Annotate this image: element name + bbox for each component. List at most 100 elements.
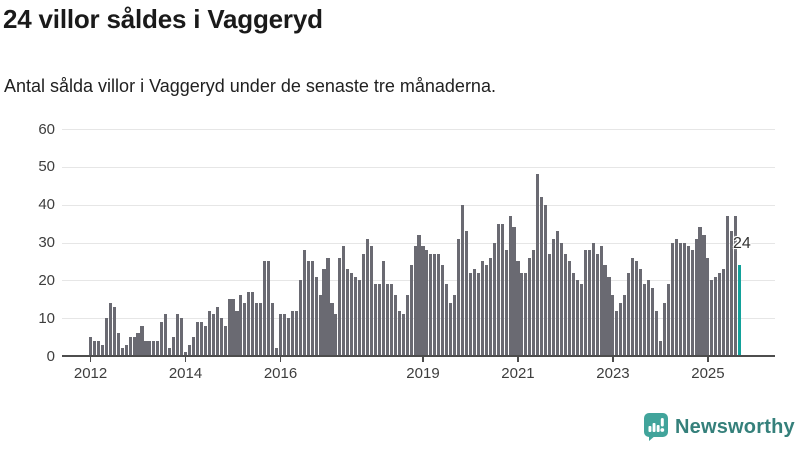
- y-axis-label: 40: [38, 196, 55, 214]
- bar: [140, 325, 144, 356]
- bar: [120, 348, 124, 356]
- bar: [548, 253, 552, 356]
- bar: [726, 216, 730, 356]
- bar: [278, 314, 283, 356]
- y-axis-label: 20: [38, 271, 55, 289]
- bar: [263, 261, 267, 356]
- bar: [294, 310, 298, 356]
- bar: [544, 204, 548, 356]
- bar: [429, 253, 433, 356]
- bar: [702, 234, 706, 356]
- x-axis-tick: [612, 357, 614, 362]
- bar: [492, 242, 496, 356]
- bar: [457, 238, 461, 356]
- bar: [112, 306, 116, 356]
- bar: [464, 231, 469, 356]
- bar: [690, 250, 694, 356]
- bar: [176, 314, 180, 356]
- bar: [183, 352, 188, 356]
- bar: [643, 284, 647, 356]
- bar: [259, 303, 263, 356]
- x-axis-line: [62, 355, 775, 357]
- bar: [393, 295, 397, 356]
- bar: [195, 321, 199, 356]
- bar: [710, 280, 714, 356]
- bar: [441, 265, 445, 356]
- bar: [290, 310, 294, 356]
- x-axis-tick: [279, 357, 282, 362]
- bar: [96, 340, 100, 356]
- bar: [686, 246, 690, 356]
- bar: [203, 325, 207, 356]
- bar: [148, 340, 152, 356]
- bar: [389, 284, 393, 356]
- bar: [156, 340, 160, 356]
- bar: [172, 337, 176, 356]
- bar: [540, 197, 544, 356]
- bar: [662, 303, 666, 356]
- bar: [520, 272, 524, 356]
- bar: [619, 303, 623, 356]
- bar: [168, 348, 172, 356]
- bar: [401, 314, 405, 356]
- bar: [314, 276, 318, 356]
- bar: [437, 253, 441, 356]
- bar: [445, 284, 449, 356]
- bar: [571, 272, 575, 356]
- bar: [472, 268, 476, 356]
- bar: [587, 250, 591, 356]
- bar: [207, 310, 211, 356]
- bar: [275, 348, 279, 356]
- bar: [480, 261, 484, 356]
- bar: [136, 333, 140, 356]
- y-gridline: [62, 166, 775, 168]
- x-axis-label: 2014: [168, 365, 203, 382]
- bar: [698, 227, 702, 356]
- bar: [326, 257, 330, 356]
- bar: [160, 321, 164, 356]
- bar: [306, 261, 310, 356]
- bar: [104, 318, 108, 356]
- bar: [583, 250, 587, 356]
- bar: [559, 242, 564, 356]
- bar: [500, 223, 504, 356]
- bar: [694, 238, 698, 356]
- bar: [674, 238, 678, 356]
- bar: [591, 242, 595, 356]
- x-axis-tick: [89, 357, 92, 362]
- x-axis-tick: [422, 357, 424, 362]
- bar: [453, 295, 457, 356]
- x-axis-label: 2019: [406, 365, 440, 382]
- bar: [714, 276, 718, 356]
- y-axis-label: 50: [38, 158, 55, 176]
- bar: [231, 299, 235, 356]
- bar: [152, 340, 156, 356]
- bar: [666, 284, 670, 356]
- bar: [512, 227, 516, 356]
- bar: [682, 242, 686, 356]
- bar: [219, 318, 223, 356]
- brand-name: Newsworthy: [675, 415, 795, 438]
- bar: [369, 246, 374, 356]
- bar: [239, 295, 243, 356]
- bar: [180, 318, 184, 356]
- bar: [635, 261, 639, 356]
- y-gridline: [62, 129, 775, 130]
- bar: [650, 287, 655, 356]
- bar: [247, 291, 251, 356]
- bar: [647, 280, 651, 356]
- y-axis-label: 60: [38, 120, 55, 138]
- newsworthy-logo[interactable]: Newsworthy: [644, 413, 795, 441]
- bar: [286, 318, 290, 356]
- bar: [346, 268, 350, 356]
- bar: [350, 272, 354, 356]
- bar: [385, 284, 389, 356]
- bar: [508, 216, 512, 356]
- bar: [734, 216, 738, 356]
- x-axis-label: 2025: [691, 365, 725, 382]
- bar: [654, 310, 659, 356]
- bar: [330, 303, 334, 356]
- bar: [678, 242, 682, 356]
- bar: [405, 295, 409, 356]
